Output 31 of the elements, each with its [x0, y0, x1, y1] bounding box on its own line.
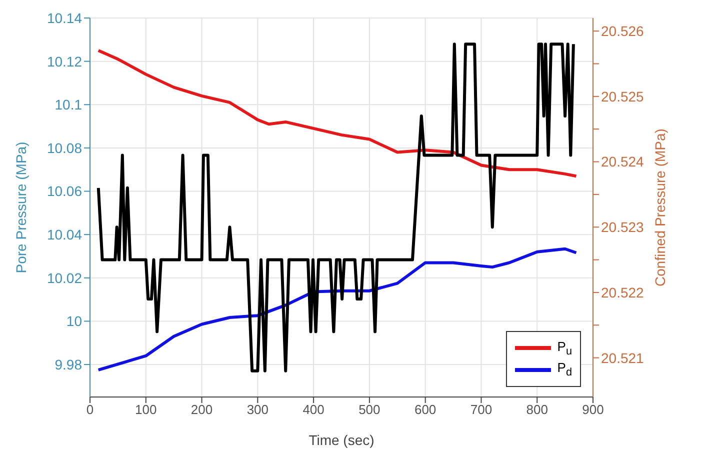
x-tick-label: 600: [414, 402, 436, 418]
legend-label: P$_{d}$: [557, 360, 572, 379]
y2-tick-label: 20.526: [601, 23, 644, 40]
y2-tick-label: 20.525: [601, 88, 644, 104]
x-tick-label: 200: [190, 402, 213, 418]
y2-tick-label: 20.522: [601, 284, 644, 300]
x-tick-label: 500: [358, 402, 380, 418]
x-tick-label: 800: [526, 402, 548, 418]
y2-tick-label: 20.524: [601, 154, 644, 170]
y-tick-label: 10.06: [46, 183, 82, 200]
y-tick-label: 10.02: [46, 270, 82, 286]
y-tick-label: 10.1: [54, 96, 82, 113]
y-tick-label: 10.08: [46, 140, 82, 156]
y-tick-label: 10.14: [46, 10, 82, 26]
x-tick-label: 300: [246, 402, 269, 418]
y-axis-title: Pore Pressure (MPa): [13, 142, 29, 274]
x-tick-label: 400: [302, 402, 324, 418]
y2-tick-label: 20.523: [601, 219, 644, 236]
y-tick-label: 10.04: [46, 226, 82, 243]
y2-tick-label: 20.521: [601, 350, 644, 366]
x-axis-title: Time (sec): [308, 432, 374, 448]
x-tick-label: 0: [86, 402, 94, 418]
legend-label: P$_{u}$: [557, 338, 572, 358]
y-tick-label: 9.98: [54, 356, 82, 372]
y2-axis-title: Confined Pressure (MPa): [652, 128, 668, 286]
y-tick-label: 10: [66, 313, 82, 330]
y-tick-label: 10.12: [46, 53, 82, 70]
x-tick-label: 900: [582, 402, 604, 418]
x-tick-label: 100: [135, 402, 157, 418]
x-tick-label: 700: [470, 402, 492, 418]
line-series: [96, 48, 578, 178]
